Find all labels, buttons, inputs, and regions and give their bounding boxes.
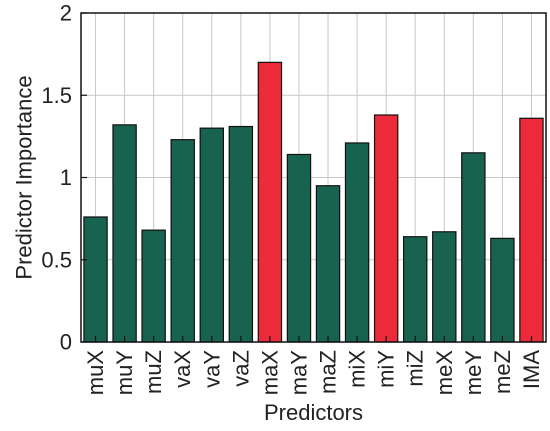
x-tick-label: maX	[257, 350, 282, 396]
y-tick-label: 0.5	[41, 247, 72, 272]
bar-may	[286, 153, 312, 343]
bar-mey	[461, 152, 486, 343]
y-axis-ticks: 0 0.5 1 1.5 2	[41, 1, 87, 355]
x-axis-label: Predictors	[264, 400, 363, 425]
y-axis-label: Predictor Importance	[12, 75, 37, 279]
x-tick-label: miZ	[403, 350, 428, 387]
x-tick-label: vaZ	[228, 350, 253, 387]
x-tick-label: maY	[286, 350, 311, 396]
x-tick-label: meX	[432, 350, 457, 396]
bar-mux	[83, 216, 108, 343]
bar-muz	[141, 229, 166, 343]
bar-max	[257, 61, 283, 343]
y-tick-label: 2	[60, 1, 72, 26]
bar-ima	[519, 117, 544, 343]
x-tick-label: meZ	[490, 350, 515, 394]
bar-maz	[315, 185, 341, 343]
bar-mez	[490, 237, 515, 343]
bar-vax	[170, 139, 195, 343]
y-tick-label: 1	[60, 165, 72, 190]
y-tick-label: 0	[60, 330, 72, 355]
bar-vay	[199, 127, 225, 343]
x-axis-ticks: muX muY muZ vaX vaY vaZ maX maY maZ miX miY miZ meX m…	[83, 336, 544, 395]
bar-miy	[373, 114, 399, 343]
x-tick-label: vaX	[170, 350, 195, 388]
x-tick-label: miX	[345, 350, 370, 388]
bar-mix	[344, 142, 370, 343]
x-tick-label: miY	[374, 350, 399, 388]
x-tick-label: muX	[83, 350, 108, 396]
x-tick-label: muZ	[141, 350, 166, 394]
bar-muy	[112, 124, 137, 343]
bar-vaz	[228, 125, 254, 343]
bar-mex	[432, 231, 457, 343]
x-tick-label: muY	[112, 350, 137, 396]
x-tick-label: meY	[461, 350, 486, 396]
bars-layer	[83, 61, 544, 343]
bar-miz	[402, 236, 428, 343]
x-tick-label: vaY	[199, 350, 224, 388]
x-tick-label: maZ	[316, 350, 341, 394]
x-tick-label: IMA	[519, 350, 544, 389]
y-tick-label: 1.5	[41, 83, 72, 108]
